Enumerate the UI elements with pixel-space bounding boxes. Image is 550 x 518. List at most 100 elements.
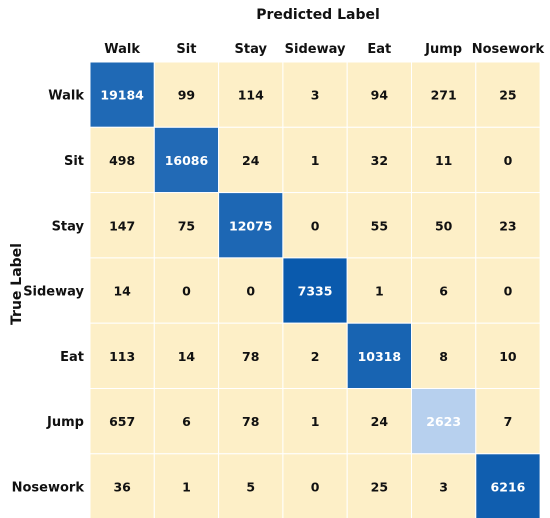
cell-value-label: 24 [371, 414, 389, 429]
heatmap-cell [89, 322, 155, 390]
heatmap-cell [411, 257, 477, 324]
cell-value-label: 0 [246, 284, 255, 299]
heatmap-cell [282, 126, 348, 194]
heatmap-cell [411, 126, 477, 194]
cell-value-label: 10318 [358, 349, 402, 364]
heatmap-cell [218, 388, 284, 455]
cell-value-label: 5 [246, 479, 255, 494]
heatmap-cell [89, 388, 155, 455]
cell-value-label: 50 [435, 218, 453, 233]
heatmap-cell [411, 388, 477, 455]
heatmap-cell [89, 192, 155, 259]
cell-value-label: 23 [499, 218, 516, 233]
cell-value-label: 0 [504, 153, 513, 168]
cell-value-label: 7 [504, 414, 513, 429]
heatmap-cell [475, 453, 541, 518]
heatmap-cell [89, 257, 155, 324]
heatmap-cell [411, 453, 477, 518]
heatmap-cell [475, 126, 541, 194]
y-tick-sit: Sit [64, 154, 84, 169]
cell-value-label: 0 [182, 284, 191, 299]
cell-value-label: 10 [499, 349, 517, 364]
y-tick-walk: Walk [48, 89, 84, 104]
heatmap-cell [346, 126, 413, 194]
cell-value-label: 8 [439, 349, 448, 364]
cell-value-label: 271 [431, 88, 457, 103]
cell-value-label: 55 [371, 218, 388, 233]
cell-value-label: 113 [109, 349, 135, 364]
heatmap-cell [475, 192, 541, 259]
y-tick-stay: Stay [52, 219, 85, 234]
heatmap-cell [282, 192, 348, 259]
heatmap-cell [218, 322, 284, 390]
cell-value-label: 2 [311, 349, 320, 364]
cell-value-label: 99 [178, 88, 195, 103]
cell-value-label: 25 [499, 88, 516, 103]
cell-value-label: 7335 [298, 284, 333, 299]
y-tick-jump: Jump [46, 415, 84, 430]
heatmap-cell [153, 126, 220, 194]
cell-value-label: 6 [182, 414, 191, 429]
cell-value-label: 1 [182, 479, 191, 494]
x-tick-eat: Eat [367, 42, 391, 57]
y-tick-eat: Eat [60, 350, 84, 365]
cell-value-label: 11 [435, 153, 452, 168]
heatmap-cell [282, 322, 348, 390]
x-tick-walk: Walk [104, 42, 140, 57]
cell-value-label: 2623 [426, 414, 461, 429]
cell-value-label: 78 [242, 349, 259, 364]
cell-value-label: 1 [375, 284, 384, 299]
heatmap-cell [89, 453, 155, 518]
y-tick-sideway: Sideway [23, 285, 84, 300]
cell-value-label: 16086 [165, 153, 209, 168]
cell-value-label: 147 [109, 218, 135, 233]
heatmap-cell [346, 61, 413, 128]
heatmap-cell [475, 322, 541, 390]
x-tick-nosework: Nosework [472, 42, 545, 57]
heatmap-cell [282, 453, 348, 518]
x-tick-labels: Walk Sit Stay Sideway Eat Jump Nosework [104, 42, 544, 57]
cell-value-label: 75 [178, 218, 195, 233]
cell-value-label: 0 [311, 479, 320, 494]
heatmap-cell [153, 388, 220, 455]
cell-value-label: 78 [242, 414, 259, 429]
heatmap-cell [346, 453, 413, 518]
cell-value-label: 657 [109, 414, 135, 429]
cell-value-label: 94 [371, 88, 389, 103]
cell-value-label: 32 [371, 153, 388, 168]
y-tick-nosework: Nosework [12, 480, 85, 495]
heatmap-cell [411, 61, 477, 128]
cell-value-label: 6 [439, 284, 448, 299]
heatmap-cell [346, 322, 413, 390]
x-tick-jump: Jump [424, 42, 462, 57]
cell-value-label: 36 [113, 479, 131, 494]
cell-value-label: 3 [311, 88, 320, 103]
cell-value-label: 1 [311, 414, 320, 429]
cell-value-label: 498 [109, 153, 135, 168]
cell-value-label: 1 [311, 153, 320, 168]
cell-value-label: 114 [238, 88, 264, 103]
cell-value-label: 14 [178, 349, 196, 364]
cell-value-label: 0 [311, 218, 320, 233]
x-tick-stay: Stay [235, 42, 268, 57]
y-tick-labels: Walk Sit Stay Sideway Eat Jump Nosework [12, 89, 85, 496]
heatmap-cell [475, 388, 541, 455]
cell-value-label: 19184 [100, 88, 144, 103]
heatmap-cell [475, 61, 541, 128]
heatmap-cell [411, 322, 477, 390]
heatmap-cell [89, 126, 155, 194]
heatmap-cell [475, 257, 541, 324]
cell-value-label: 24 [242, 153, 260, 168]
cell-value-label: 3 [439, 479, 448, 494]
heatmap-cell [218, 257, 284, 324]
heatmap-cell [282, 388, 348, 455]
x-tick-sideway: Sideway [285, 42, 346, 57]
cell-value-label: 6216 [491, 479, 526, 494]
cell-value-label: 0 [504, 284, 513, 299]
heatmap-cell [282, 257, 348, 324]
cell-value-label: 14 [113, 284, 131, 299]
y-axis-title: True Label [9, 243, 25, 325]
x-axis-title: Predicted Label [256, 7, 380, 23]
